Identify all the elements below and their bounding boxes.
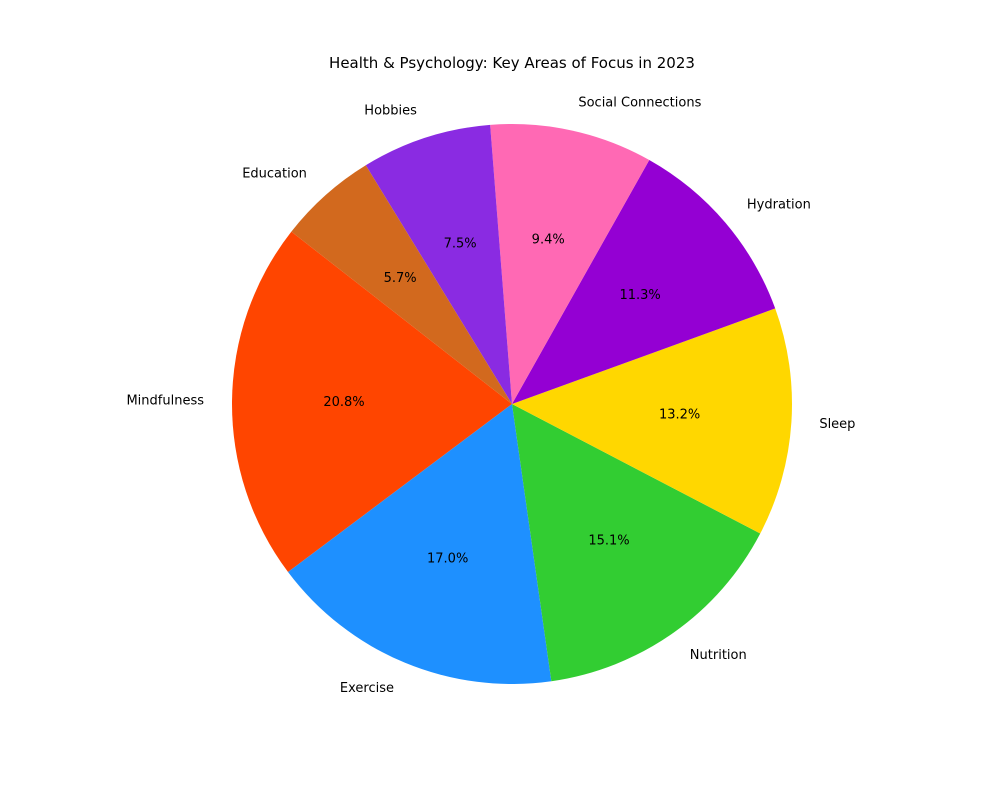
- category-label-mindfulness: Mindfulness: [126, 393, 204, 408]
- pct-label-education: 5.7%: [384, 271, 417, 286]
- pie-slice-exercise: [288, 404, 552, 685]
- category-label-exercise: Exercise: [340, 681, 394, 696]
- pct-label-mindfulness: 20.8%: [323, 395, 364, 410]
- pct-label-sleep: 13.2%: [659, 408, 700, 423]
- pie-slice-education: [291, 165, 512, 404]
- pct-label-exercise: 17.0%: [427, 552, 468, 567]
- category-label-hydration: Hydration: [747, 197, 811, 212]
- pie-slice-sleep: [512, 308, 793, 534]
- pie-slice-nutrition: [512, 404, 761, 682]
- category-label-education: Education: [242, 167, 307, 182]
- pct-label-hydration: 11.3%: [619, 288, 660, 303]
- pct-label-hobbies: 7.5%: [444, 237, 477, 252]
- pie-slices: [231, 124, 793, 685]
- pct-label-social-connections: 9.4%: [532, 232, 565, 247]
- category-label-sleep: Sleep: [819, 417, 855, 432]
- pie-slice-hydration: [512, 159, 776, 404]
- pct-label-nutrition: 15.1%: [588, 534, 629, 549]
- category-label-nutrition: Nutrition: [690, 648, 747, 663]
- percentage-labels: 20.8% 17.0% 15.1% 13.2% 11.3% 9.4% 7.5% 5.7%: [323, 232, 700, 566]
- pie-slice-hobbies: [365, 124, 512, 405]
- category-label-hobbies: Hobbies: [364, 104, 417, 119]
- category-labels: Mindfulness Exercise Nutrition Sleep Hydrati…: [126, 96, 855, 696]
- pie-slice-mindfulness: [231, 231, 512, 573]
- category-label-social-connections: Social Connections: [578, 96, 701, 111]
- pie-slice-social-connections: [490, 124, 650, 405]
- chart-title: Health & Psychology: Key Areas of Focus …: [329, 54, 695, 72]
